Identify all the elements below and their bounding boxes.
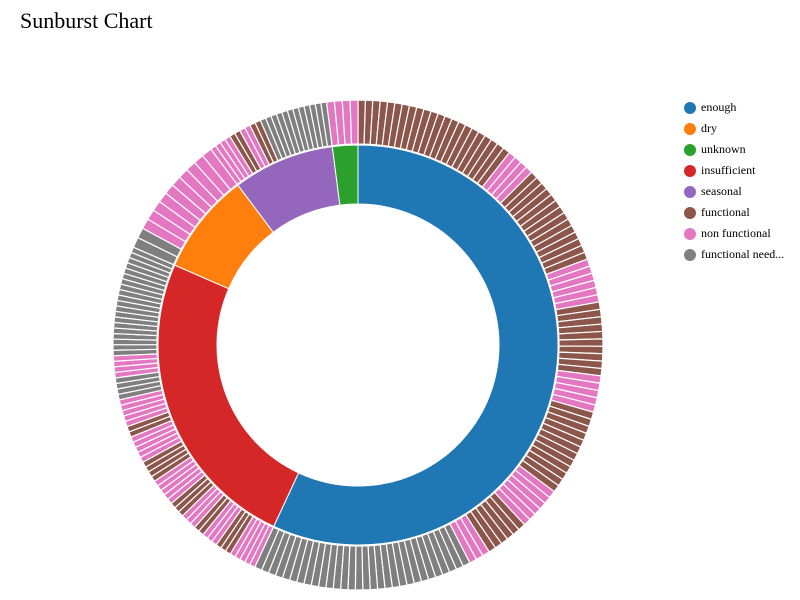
legend-swatch (684, 227, 696, 240)
legend-label: functional need... (701, 247, 785, 261)
chart-title: Sunburst Chart (20, 8, 153, 33)
legend-swatch (684, 185, 696, 198)
inner-arc-unknown[interactable] (331, 144, 359, 206)
legend-swatch (684, 143, 696, 156)
legend-label: unknown (701, 142, 746, 156)
legend-item-dry[interactable]: dry (684, 118, 784, 139)
legend-swatch (684, 206, 696, 219)
legend-label: functional (701, 205, 750, 219)
legend-item-seasonal[interactable]: seasonal (684, 181, 784, 202)
legend-label: seasonal (701, 184, 742, 198)
outer-arc-unknown-non-functional[interactable] (349, 99, 359, 145)
legend-swatch (684, 248, 696, 261)
outer-ring (112, 99, 604, 591)
legend-item-non-functional[interactable]: non functional (684, 223, 784, 244)
legend-label: insufficient (701, 163, 756, 177)
legend-swatch (684, 101, 696, 114)
legend-item-unknown[interactable]: unknown (684, 139, 784, 160)
legend-item-functional[interactable]: functional (684, 202, 784, 223)
legend-swatch (684, 122, 696, 135)
legend-label: dry (701, 121, 717, 135)
legend: enough dry unknown insufficient seasonal func… (684, 97, 784, 265)
legend-swatch (684, 164, 696, 177)
inner-arc-enough[interactable] (273, 144, 559, 546)
legend-item-insufficient[interactable]: insufficient (684, 160, 784, 181)
legend-label: non functional (701, 226, 771, 240)
legend-item-functional-needs-repair[interactable]: functional need... (684, 244, 784, 265)
legend-item-enough[interactable]: enough (684, 97, 784, 118)
outer-arc-insufficient-functional-needs-repair[interactable] (112, 344, 158, 351)
inner-ring (157, 144, 559, 546)
outer-arc-enough-functional-needs-repair[interactable] (354, 545, 364, 591)
outer-arc-enough-functional[interactable] (558, 338, 604, 347)
legend-label: enough (701, 100, 737, 114)
